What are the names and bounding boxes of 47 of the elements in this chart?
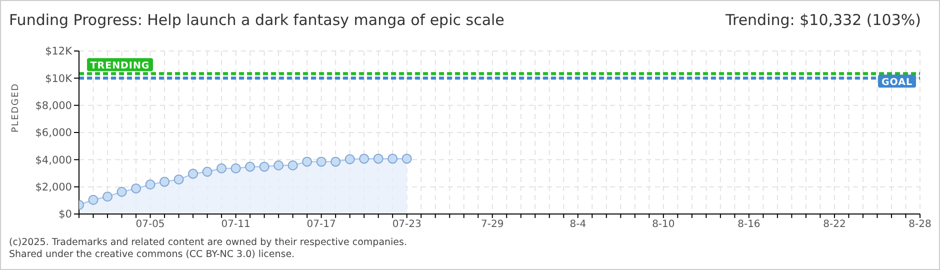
chart-subtitle: Trending: $10,332 (103%) <box>726 11 921 29</box>
x-tick-label: 8-4 <box>570 219 586 230</box>
point <box>131 183 142 194</box>
point <box>402 154 412 164</box>
y-tick-label: $2,000 <box>35 182 72 194</box>
point <box>373 154 384 164</box>
point <box>302 156 312 167</box>
x-tick-label: 07-23 <box>392 219 422 230</box>
ref-line-label: TRENDING <box>90 60 150 72</box>
point <box>274 160 284 170</box>
point <box>245 162 256 172</box>
y-tick-label: $6,000 <box>35 127 72 140</box>
y-axis-title: PLEDGED <box>11 82 22 132</box>
point <box>216 163 227 174</box>
point <box>230 163 241 174</box>
x-tick-label: 8-28 <box>908 219 932 230</box>
point <box>174 174 184 184</box>
text: (c)2025. Trademarks and related content are owned by their respective companies. <box>9 237 407 249</box>
point <box>259 162 270 172</box>
x-tick-label: 8-22 <box>823 219 846 230</box>
x-tick-label: 07-11 <box>221 219 250 230</box>
point <box>288 160 298 170</box>
point <box>330 156 341 167</box>
point <box>88 194 98 205</box>
point <box>388 154 398 164</box>
point <box>102 192 113 202</box>
y-tick-label: $8,000 <box>35 100 72 112</box>
point <box>116 186 127 197</box>
x-tick-label: 07-05 <box>136 219 165 230</box>
point <box>359 154 370 164</box>
point <box>145 180 156 190</box>
ref-line-label: GOAL <box>881 77 913 88</box>
y-tick-label: $10K <box>45 72 74 85</box>
y-tick-label: $0 <box>58 208 72 221</box>
x-tick-label: 8-10 <box>652 219 675 230</box>
text: Shared under the creative commons (CC BY-NC 3.0) license. <box>9 249 296 261</box>
point <box>160 176 170 187</box>
x-tick-label: 8-16 <box>738 219 760 230</box>
x-tick-label: 7-29 <box>481 219 504 230</box>
x-tick-label: 07-17 <box>306 219 336 230</box>
y-tick-label: $12K <box>45 46 74 58</box>
point <box>316 156 326 167</box>
y-tick-label: $4,000 <box>35 154 72 166</box>
point <box>188 168 198 179</box>
chart-title: Funding Progress: Help launch a dark fantasy manga of epic scale <box>9 11 504 29</box>
point <box>344 154 355 164</box>
point <box>202 166 212 177</box>
